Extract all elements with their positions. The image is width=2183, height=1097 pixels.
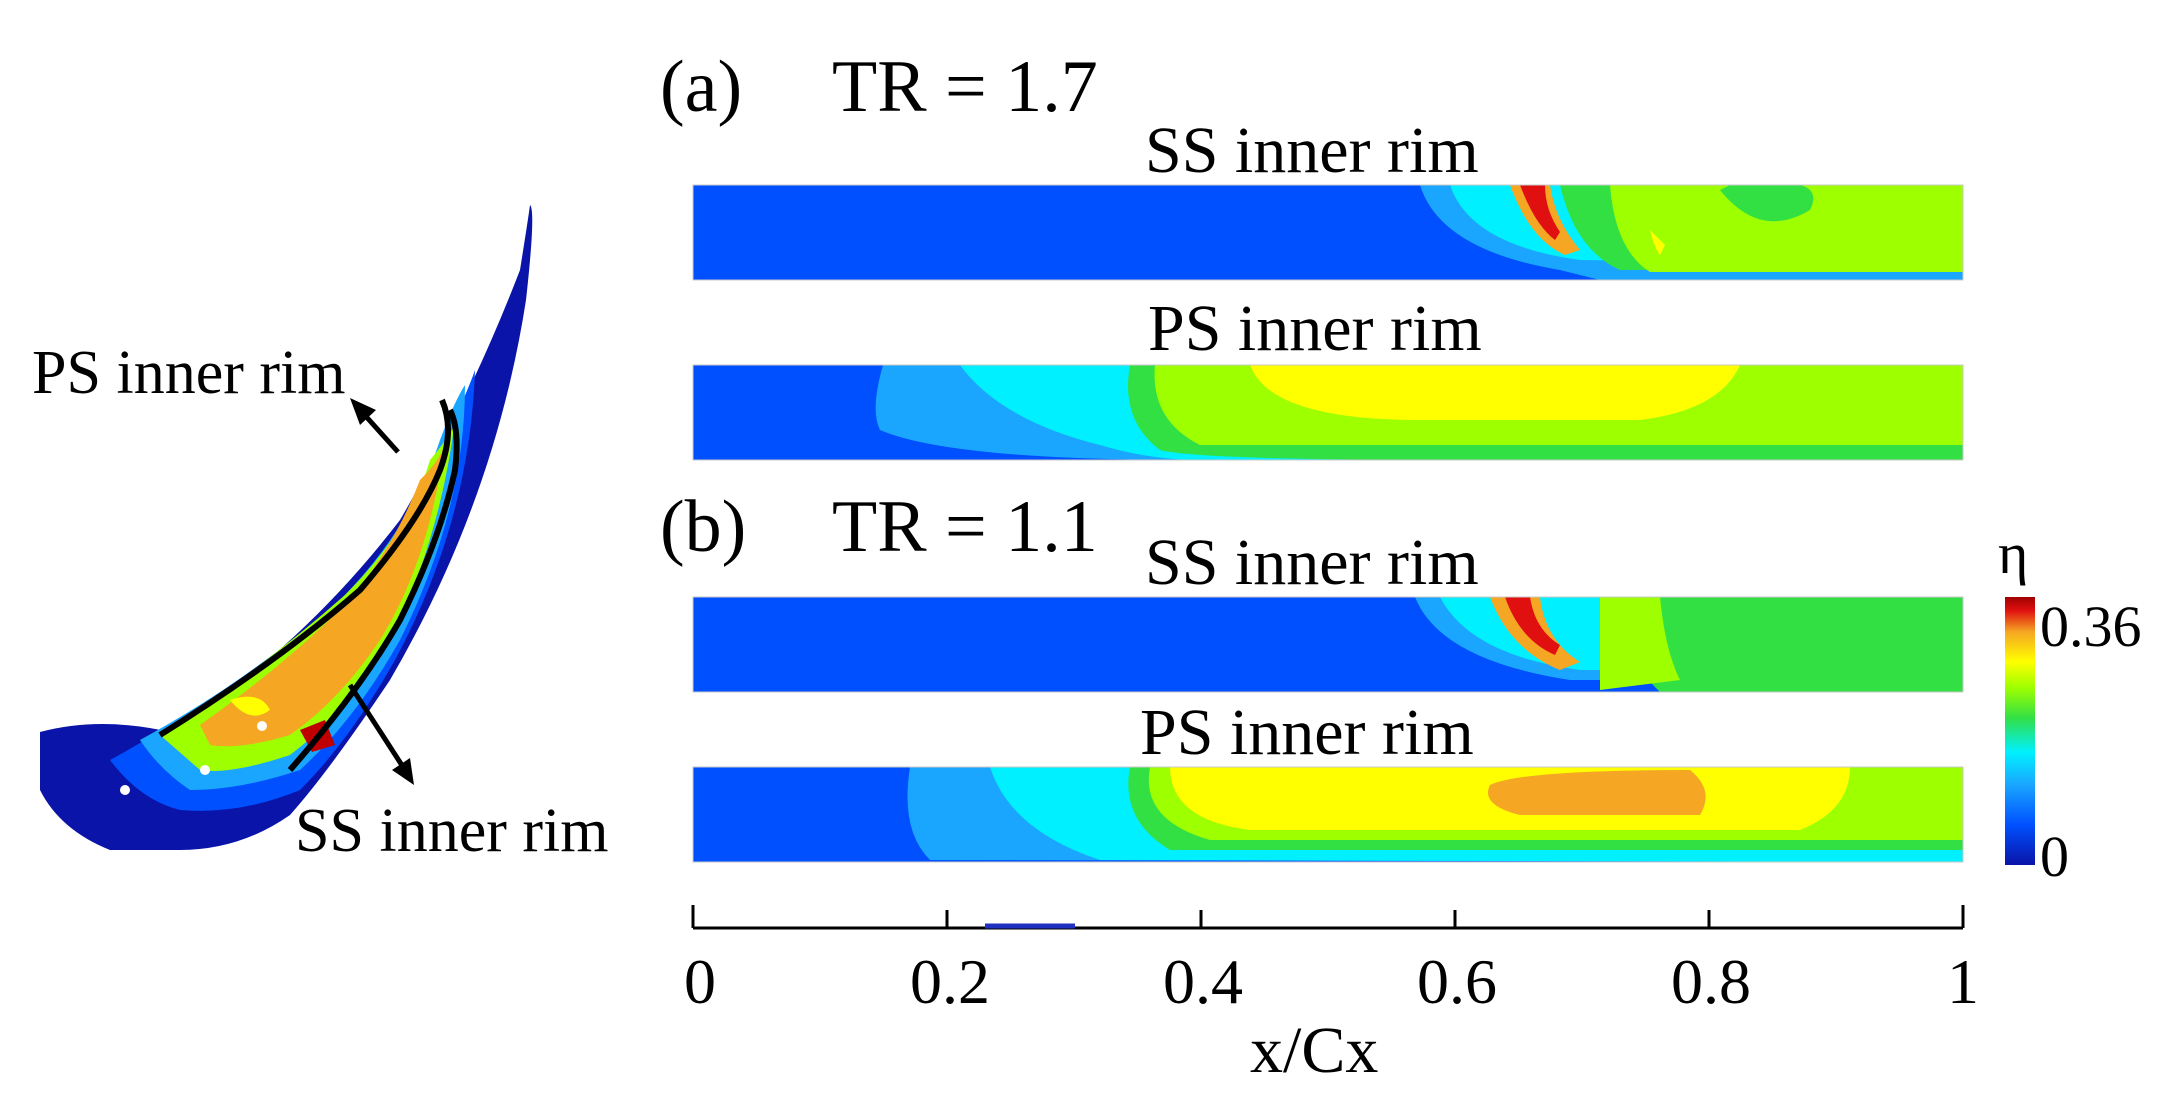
tick-label-0.4: 0.4	[1163, 946, 1243, 1017]
colorbar	[2005, 597, 2035, 865]
strip-b-ps-label: PS inner rim	[1140, 696, 1474, 769]
blade-contour	[40, 205, 533, 850]
panel-b-title: TR = 1.1	[832, 486, 1098, 568]
tick-label-0.8: 0.8	[1671, 946, 1751, 1017]
strip-b-ps-contour	[693, 767, 1963, 862]
panel-a-label: (a)	[660, 46, 743, 128]
tick-label-1: 1	[1947, 946, 1979, 1017]
colorbar-symbol: η	[1998, 521, 2029, 586]
colorbar-min-label: 0	[2040, 824, 2069, 889]
tick-label-0.2: 0.2	[910, 946, 990, 1017]
tick-label-0: 0	[684, 946, 716, 1017]
strip-a-ss-contour	[693, 185, 1963, 280]
strip-a-ss-label: SS inner rim	[1145, 114, 1479, 187]
strip-b-ss-contour	[693, 597, 1963, 692]
blade-ss-callout: SS inner rim	[295, 797, 609, 865]
strip-a-ps-contour	[693, 365, 1963, 460]
x-axis	[691, 905, 1965, 930]
tick-label-0.6: 0.6	[1417, 946, 1497, 1017]
strip-a-ps-label: PS inner rim	[1148, 292, 1482, 365]
x-axis-title: x/Cx	[1250, 1014, 1379, 1087]
strip-b-ss-label: SS inner rim	[1145, 526, 1479, 599]
blade-ps-callout: PS inner rim	[32, 339, 346, 407]
colorbar-max-label: 0.36	[2040, 594, 2142, 659]
panel-b-label: (b)	[660, 486, 747, 568]
panel-a-title: TR = 1.7	[832, 46, 1098, 128]
